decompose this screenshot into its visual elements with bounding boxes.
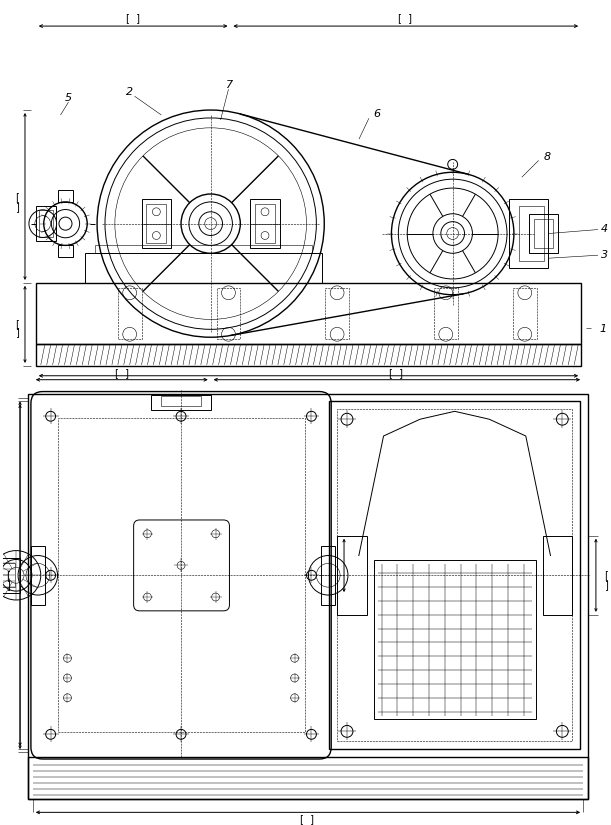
Bar [325,288,349,339]
Bar [142,199,171,248]
Bar [85,253,322,283]
Bar [337,535,367,615]
Bar [28,394,588,799]
Text: ]: ] [604,580,608,590]
Bar [118,288,142,339]
Text: 6: 6 [374,110,381,120]
Text: 1: 1 [600,324,607,334]
Text: [  ]: [ ] [115,368,129,378]
Bar [57,418,304,733]
Bar [95,245,312,253]
Text: 4: 4 [601,224,608,233]
Bar [36,283,581,344]
Bar [0,558,20,593]
Bar [434,288,458,339]
Bar [337,409,573,741]
Bar [255,204,275,243]
Text: [: [ [15,192,19,202]
Text: ]: ] [15,202,19,212]
Text: 3: 3 [601,250,608,260]
Bar [31,545,45,605]
Bar [374,560,536,719]
Text: [  ]: [ ] [301,814,315,824]
Bar [57,190,73,202]
Text: ]: ] [6,580,10,590]
Text: 7: 7 [225,80,233,91]
Bar [250,199,280,248]
Bar [39,210,53,238]
Bar [36,344,581,365]
Bar [533,219,554,248]
Text: [: [ [6,570,10,580]
Bar [161,397,201,407]
Text: [  ]: [ ] [398,13,412,23]
Text: 8: 8 [544,153,551,163]
Bar [543,535,573,615]
Bar [0,563,15,587]
Bar [321,545,335,605]
Bar [529,214,558,253]
Bar [519,206,544,262]
Bar [36,206,56,242]
Bar [217,288,240,339]
Bar [509,199,549,268]
Text: [: [ [604,570,608,580]
Text: 5: 5 [65,93,72,103]
Bar [147,204,166,243]
Text: [  ]: [ ] [126,13,140,23]
Bar [152,394,211,410]
Bar [513,288,536,339]
Bar [329,402,580,749]
Bar [57,245,73,257]
Bar [28,757,588,799]
Text: [: [ [15,319,19,329]
Text: [  ]: [ ] [389,368,403,378]
Text: 2: 2 [126,87,133,97]
Text: ]: ] [15,328,19,337]
